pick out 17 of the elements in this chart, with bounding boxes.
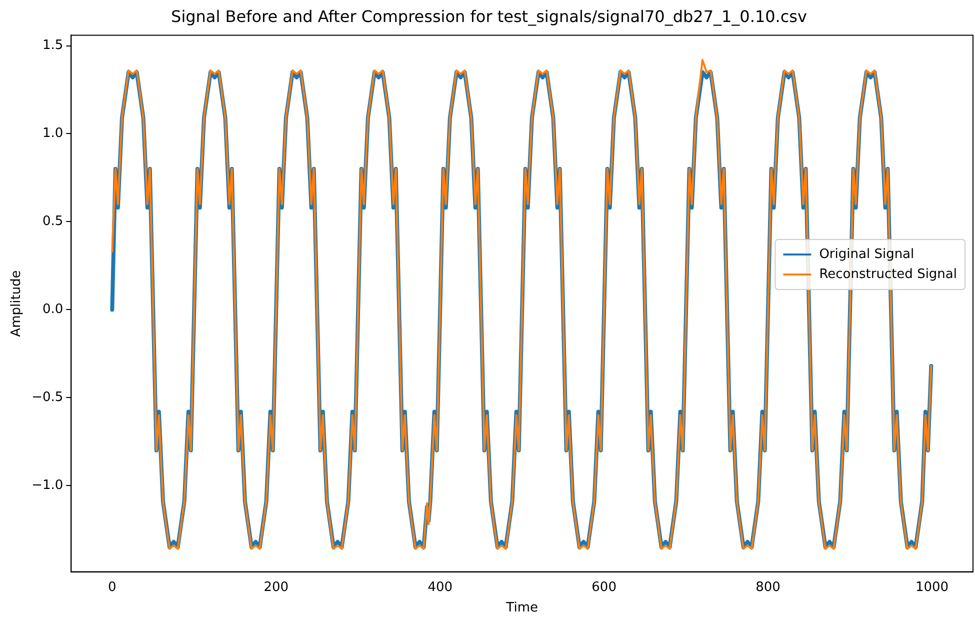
y-tick-label: 0.0 [42,302,64,318]
y-tick-label: −0.5 [32,390,64,405]
x-tick-label: 800 [756,580,780,595]
x-axis-title: Time [505,600,538,616]
x-tick-label: 400 [428,580,453,595]
y-tick-label: 1.5 [42,38,64,54]
y-tick-label: 1.0 [42,126,64,142]
x-tick-label: 600 [592,580,616,595]
y-tick-label: −1.0 [32,478,64,493]
y-tick-label: 0.5 [42,214,64,230]
x-tick-label: 200 [264,580,289,595]
y-axis-title: Amplitude [9,270,24,337]
legend-label: Original Signal [819,246,914,262]
x-tick-label: 0 [108,580,116,595]
legend-label: Reconstructed Signal [819,266,958,282]
chart-title: Signal Before and After Compression for test_signals/signal70_db27_1_0.10.csv [171,6,807,26]
x-tick-label: 1000 [915,580,949,595]
